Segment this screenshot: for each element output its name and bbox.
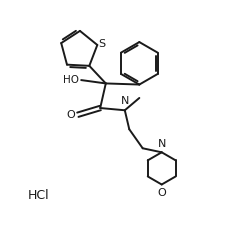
Text: HO: HO [63, 75, 79, 85]
Text: HCl: HCl [27, 189, 49, 202]
Text: O: O [157, 188, 166, 198]
Text: O: O [67, 110, 76, 120]
Text: S: S [98, 39, 105, 49]
Text: N: N [121, 97, 129, 106]
Text: N: N [158, 139, 166, 148]
